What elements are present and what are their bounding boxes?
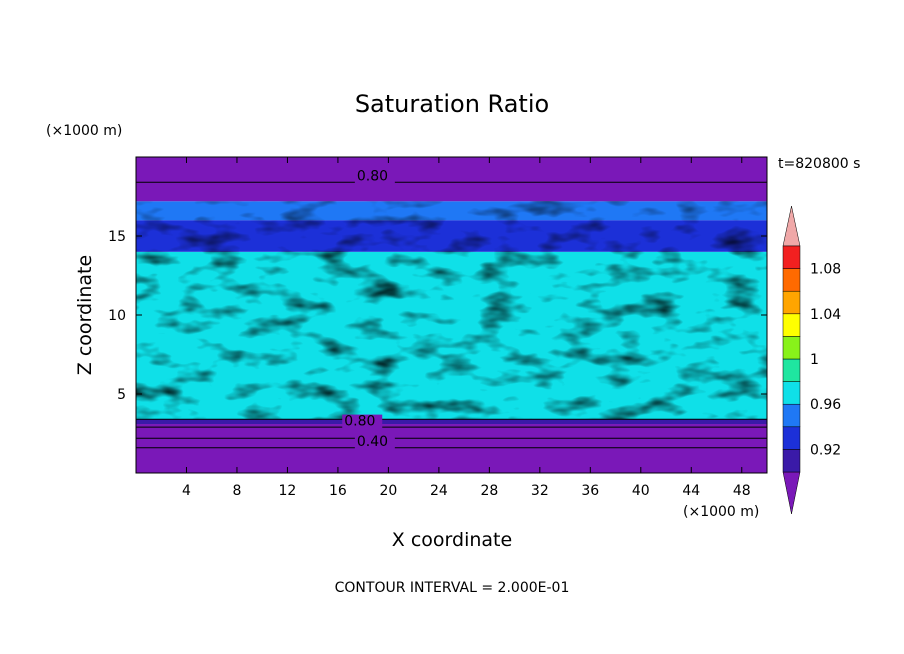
x-axis: 4 8 12 16 20 24 28 32 36 40 44 48 [182, 157, 751, 499]
x-tick-label: 36 [581, 483, 599, 499]
colorbar-swatch [782, 290, 801, 315]
y-unit-label: (×1000 m) [46, 123, 122, 139]
y-axis-label: Z coordinate [74, 255, 96, 375]
x-tick-label: 4 [182, 483, 191, 499]
contour-label-1: 0.80 [344, 414, 375, 430]
colorbar-swatch [782, 449, 801, 473]
x-unit-label: (×1000 m) [683, 504, 759, 520]
colorbar-swatch [782, 336, 801, 360]
x-tick-label: 32 [531, 483, 549, 499]
colorbar-tick-label: 0.96 [810, 397, 841, 413]
field-band-5 [136, 157, 767, 202]
x-axis-label: X coordinate [392, 529, 512, 551]
contour-lines: 0.80 0.80 0.40 [136, 169, 767, 450]
y-tick-label: 15 [108, 229, 126, 245]
colorbar-swatch [782, 403, 801, 428]
contour-label-bg-0 [354, 169, 395, 184]
x-tick-label: 8 [232, 483, 241, 499]
field-texture-green [136, 251, 767, 420]
field-texture-upper [136, 201, 767, 252]
x-tick-label: 12 [279, 483, 297, 499]
x-tick-label: 20 [379, 483, 397, 499]
colorbar-swatch [782, 268, 801, 292]
colorbar-swatch [782, 358, 801, 382]
field-band-1 [136, 419, 767, 425]
colorbar: 0.92 0.96 1 1.04 1.08 [782, 205, 841, 515]
x-tick-label: 16 [329, 483, 347, 499]
colorbar-tick-label: 0.92 [810, 442, 841, 458]
colorbar-high-arrow [782, 205, 801, 247]
contour-label-2: 0.40 [357, 434, 388, 450]
colorbar-tick-label: 1.04 [810, 307, 841, 323]
time-label: t=820800 s [778, 156, 860, 172]
colorbar-swatch [782, 245, 801, 269]
contour-field [136, 157, 767, 473]
colorbar-swatch [782, 426, 801, 450]
contour-label-0: 0.80 [357, 169, 388, 185]
contour-label-bg-2 [354, 435, 395, 450]
y-axis: 5 10 15 [108, 229, 767, 403]
x-tick-label: 24 [430, 483, 448, 499]
chart-title: Saturation Ratio [355, 90, 549, 118]
x-tick-label: 40 [632, 483, 650, 499]
colorbar-swatch [782, 381, 801, 405]
colorbar-low-arrow [782, 471, 801, 515]
colorbar-tick-label: 1.08 [810, 262, 841, 278]
x-tick-label: 44 [682, 483, 700, 499]
colorbar-tick-label: 1 [810, 352, 819, 368]
y-tick-label: 5 [117, 387, 126, 403]
field-band-0 [136, 424, 767, 473]
y-tick-label: 10 [108, 308, 126, 324]
colorbar-swatch [782, 313, 801, 337]
contour-interval-label: CONTOUR INTERVAL = 2.000E-01 [335, 580, 570, 596]
x-tick-label: 48 [733, 483, 751, 499]
x-tick-label: 28 [480, 483, 498, 499]
contour-label-bg-1 [342, 414, 383, 429]
